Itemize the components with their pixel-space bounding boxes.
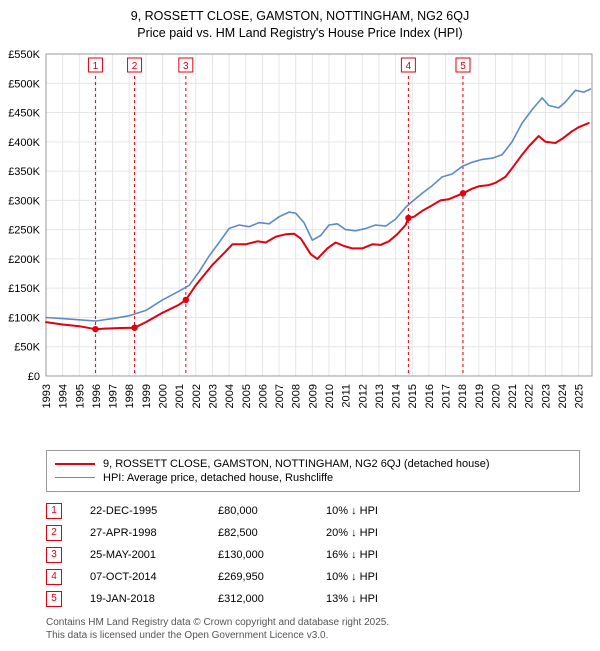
svg-text:2016: 2016 (424, 384, 436, 408)
svg-text:2025: 2025 (574, 384, 586, 408)
transaction-row: 3 25-MAY-2001 £130,000 16% ↓ HPI (46, 544, 580, 566)
svg-text:2001: 2001 (174, 384, 186, 408)
transactions-table: 1 22-DEC-1995 £80,000 10% ↓ HPI 2 27-APR-1998… (46, 500, 580, 610)
transaction-marker: 4 (46, 569, 62, 585)
svg-text:£550K: £550K (8, 49, 40, 61)
svg-text:2014: 2014 (391, 384, 403, 408)
svg-text:2018: 2018 (457, 384, 469, 408)
svg-text:2012: 2012 (357, 384, 369, 408)
transaction-price: £82,500 (218, 527, 298, 539)
transaction-delta: 16% ↓ HPI (326, 549, 416, 561)
legend-label: HPI: Average price, detached house, Rush… (103, 472, 333, 484)
svg-text:£350K: £350K (8, 166, 40, 178)
svg-text:2021: 2021 (507, 384, 519, 408)
transaction-delta: 20% ↓ HPI (326, 527, 416, 539)
transaction-row: 2 27-APR-1998 £82,500 20% ↓ HPI (46, 522, 580, 544)
transaction-date: 25-MAY-2001 (90, 549, 190, 561)
svg-text:2008: 2008 (291, 384, 303, 408)
transaction-price: £130,000 (218, 549, 298, 561)
svg-text:1996: 1996 (91, 384, 103, 408)
transaction-marker: 3 (46, 547, 62, 563)
title-block: 9, ROSSETT CLOSE, GAMSTON, NOTTINGHAM, N… (0, 0, 600, 46)
transaction-date: 27-APR-1998 (90, 527, 190, 539)
svg-text:£0: £0 (28, 371, 40, 383)
svg-text:2019: 2019 (474, 384, 486, 408)
transaction-date: 22-DEC-1995 (90, 505, 190, 517)
svg-text:1999: 1999 (141, 384, 153, 408)
svg-text:2005: 2005 (241, 384, 253, 408)
title-line-1: 9, ROSSETT CLOSE, GAMSTON, NOTTINGHAM, N… (4, 8, 596, 25)
svg-text:1995: 1995 (74, 384, 86, 408)
chart-container: 9, ROSSETT CLOSE, GAMSTON, NOTTINGHAM, N… (0, 0, 600, 643)
transaction-price: £269,950 (218, 571, 298, 583)
svg-text:2013: 2013 (374, 384, 386, 408)
transaction-price: £80,000 (218, 505, 298, 517)
svg-text:1: 1 (93, 61, 99, 72)
transaction-marker: 5 (46, 591, 62, 607)
transaction-row: 4 07-OCT-2014 £269,950 10% ↓ HPI (46, 566, 580, 588)
svg-text:5: 5 (460, 61, 466, 72)
transaction-date: 07-OCT-2014 (90, 571, 190, 583)
svg-text:1998: 1998 (124, 384, 136, 408)
svg-text:£100K: £100K (8, 312, 40, 324)
svg-text:2009: 2009 (307, 384, 319, 408)
svg-text:1994: 1994 (58, 384, 70, 408)
svg-text:2003: 2003 (207, 384, 219, 408)
svg-text:£50K: £50K (14, 341, 40, 353)
svg-text:2022: 2022 (524, 384, 536, 408)
legend-row: 9, ROSSETT CLOSE, GAMSTON, NOTTINGHAM, N… (55, 457, 571, 471)
legend: 9, ROSSETT CLOSE, GAMSTON, NOTTINGHAM, N… (46, 450, 580, 492)
legend-label: 9, ROSSETT CLOSE, GAMSTON, NOTTINGHAM, N… (103, 458, 490, 470)
svg-text:£400K: £400K (8, 137, 40, 149)
svg-text:4: 4 (406, 61, 412, 72)
footer-line-1: Contains HM Land Registry data © Crown c… (46, 616, 580, 630)
chart-plot: £0 £50K £100K £150K £200K £250K £300K £350K £400… (0, 46, 600, 446)
svg-text:2017: 2017 (441, 384, 453, 408)
svg-text:2000: 2000 (158, 384, 170, 408)
svg-text:£450K: £450K (8, 107, 40, 119)
svg-text:1993: 1993 (41, 384, 53, 408)
svg-text:2002: 2002 (191, 384, 203, 408)
legend-row: HPI: Average price, detached house, Rush… (55, 471, 571, 485)
transaction-date: 19-JAN-2018 (90, 593, 190, 605)
svg-text:£150K: £150K (8, 283, 40, 295)
svg-text:2: 2 (132, 61, 138, 72)
svg-text:3: 3 (183, 61, 189, 72)
transaction-price: £312,000 (218, 593, 298, 605)
svg-text:£250K: £250K (8, 224, 40, 236)
title-line-2: Price paid vs. HM Land Registry's House … (4, 25, 596, 42)
legend-swatch (55, 477, 95, 478)
transaction-marker: 1 (46, 503, 62, 519)
svg-text:2024: 2024 (557, 384, 569, 408)
transaction-delta: 13% ↓ HPI (326, 593, 416, 605)
legend-swatch (55, 463, 95, 465)
svg-text:2015: 2015 (407, 384, 419, 408)
svg-text:2006: 2006 (257, 384, 269, 408)
footer-attribution: Contains HM Land Registry data © Crown c… (46, 616, 580, 643)
svg-text:2004: 2004 (224, 384, 236, 408)
svg-text:£500K: £500K (8, 78, 40, 90)
footer-line-2: This data is licensed under the Open Gov… (46, 629, 580, 643)
transaction-row: 1 22-DEC-1995 £80,000 10% ↓ HPI (46, 500, 580, 522)
svg-text:£300K: £300K (8, 195, 40, 207)
svg-text:2010: 2010 (324, 384, 336, 408)
transaction-delta: 10% ↓ HPI (326, 505, 416, 517)
svg-text:2007: 2007 (274, 384, 286, 408)
transaction-marker: 2 (46, 525, 62, 541)
svg-text:2023: 2023 (540, 384, 552, 408)
transaction-row: 5 19-JAN-2018 £312,000 13% ↓ HPI (46, 588, 580, 610)
svg-text:2011: 2011 (341, 384, 353, 408)
svg-text:£200K: £200K (8, 254, 40, 266)
svg-text:1997: 1997 (108, 384, 120, 408)
svg-text:2020: 2020 (490, 384, 502, 408)
transaction-delta: 10% ↓ HPI (326, 571, 416, 583)
